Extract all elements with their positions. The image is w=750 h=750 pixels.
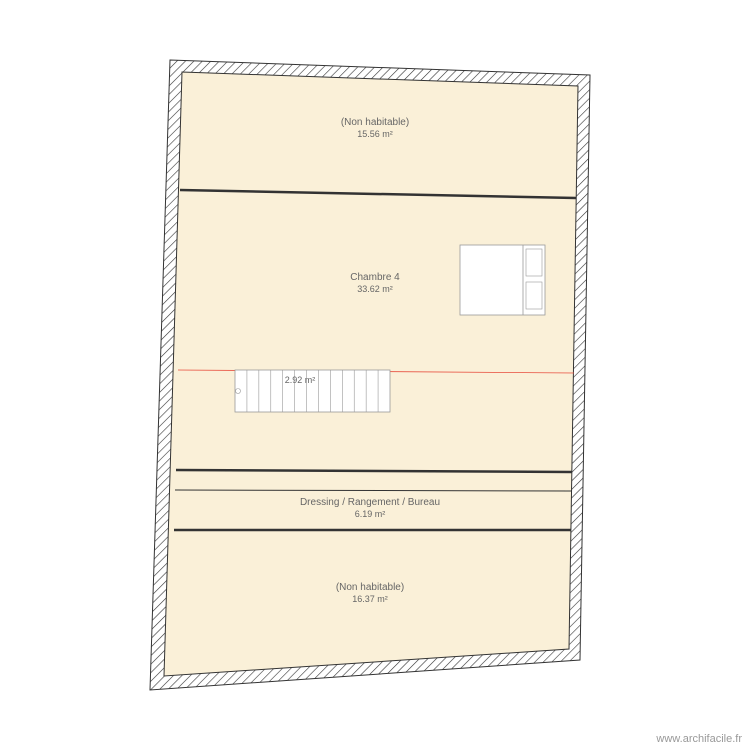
watermark: www.archifacile.fr xyxy=(655,733,742,745)
room-name: Dressing / Rangement / Bureau xyxy=(300,497,440,508)
room-area: 6.19 m² xyxy=(355,509,386,519)
room-name: (Non habitable) xyxy=(341,117,409,128)
room-name: Chambre 4 xyxy=(350,272,400,283)
floor-plan: (Non habitable)15.56 m²Chambre 433.62 m²… xyxy=(0,0,750,750)
room-area: 16.37 m² xyxy=(352,594,388,604)
room-name: (Non habitable) xyxy=(336,582,404,593)
room-area: 2.92 m² xyxy=(285,375,316,385)
room-area: 15.56 m² xyxy=(357,129,393,139)
room-area: 33.62 m² xyxy=(357,284,393,294)
bed-symbol xyxy=(460,245,545,315)
